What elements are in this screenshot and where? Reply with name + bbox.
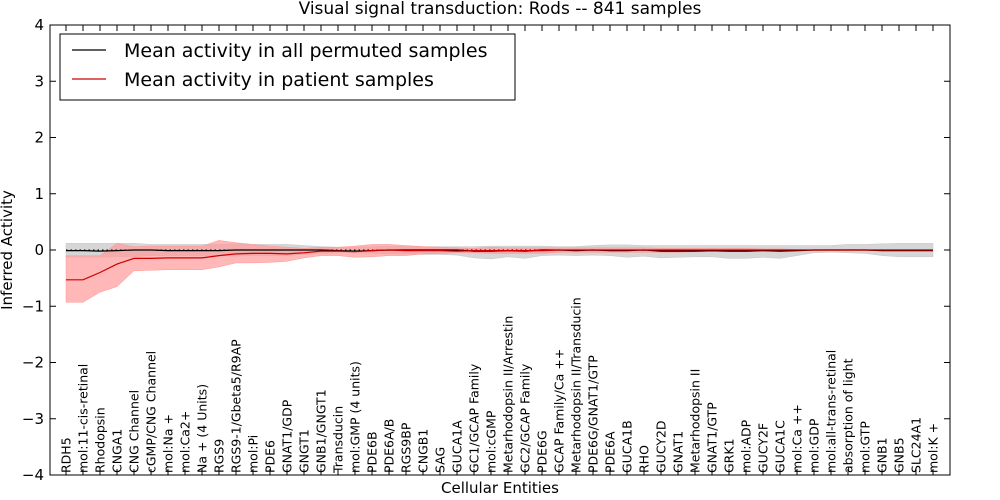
y-tick-label: 1 xyxy=(34,185,44,203)
x-tick-label: mol:K + xyxy=(926,423,941,473)
x-axis-ticks: RDH5 mol:11-cis-retinal Rhodopsin CNGA1 CNG … xyxy=(59,25,941,475)
x-tick-label: Transducin xyxy=(331,406,346,474)
x-tick-label: PDE6A/B xyxy=(382,419,397,473)
x-tick-label: Na + (4 Units) xyxy=(195,384,210,473)
x-tick-label: GNGT1 xyxy=(297,429,312,473)
x-tick-label: Metarhodopsin II xyxy=(688,369,703,473)
x-tick-label: SLC24A1 xyxy=(909,417,924,473)
x-tick-label: Metarhodopsin II/Arrestin xyxy=(501,316,516,473)
x-tick-label: mol:cGMP xyxy=(484,410,499,473)
x-tick-label: RHO xyxy=(637,445,652,473)
x-tick-label: mol:GTP xyxy=(858,421,873,473)
y-tick-label: 4 xyxy=(34,16,44,34)
y-tick-label: −1 xyxy=(22,297,44,315)
x-tick-label: CNGB1 xyxy=(416,429,431,473)
x-tick-label: GUCY2F xyxy=(756,423,771,473)
x-axis-label: Cellular Entities xyxy=(441,479,559,497)
x-tick-label: GNAT1/GDP xyxy=(280,399,295,473)
x-tick-label: GUCA1A xyxy=(450,420,465,473)
y-tick-label: 2 xyxy=(34,129,44,147)
x-tick-label: mol:GMP (4 units) xyxy=(348,361,363,473)
x-tick-label: mol:Pi xyxy=(246,435,261,473)
chart-title: Visual signal transduction: Rods -- 841 … xyxy=(299,0,702,19)
x-tick-label: GUCA1B xyxy=(620,420,635,473)
y-tick-label: −3 xyxy=(22,410,44,428)
x-tick-label: cGMP/CNG Channel xyxy=(144,351,159,473)
x-tick-label: mol:all-trans-retinal xyxy=(824,350,839,473)
x-tick-label: GNB1/GNGT1 xyxy=(314,389,329,473)
x-tick-label: mol:GDP xyxy=(807,418,822,473)
x-tick-label: CNG Channel xyxy=(127,390,142,473)
x-tick-label: PDE6 xyxy=(263,440,278,473)
legend-label-permuted: Mean activity in all permuted samples xyxy=(124,40,487,62)
x-tick-label: RGS9 xyxy=(212,439,227,473)
x-tick-label: GUCY2D xyxy=(654,420,669,473)
x-tick-label: mol:Na + xyxy=(161,414,176,473)
x-tick-label: PDE6B xyxy=(365,431,380,473)
line-patient-mean xyxy=(66,249,933,281)
y-tick-label: −2 xyxy=(22,354,44,372)
x-tick-label: SAG xyxy=(433,447,448,473)
y-axis-label: Inferred Activity xyxy=(0,190,16,310)
x-tick-label: GNAT1/GTP xyxy=(705,402,720,473)
x-tick-label: RGS9BP xyxy=(399,422,414,473)
x-tick-label: GC1/GCAP Family xyxy=(467,363,482,473)
x-tick-label: RDH5 xyxy=(59,437,74,473)
x-tick-label: CNGA1 xyxy=(110,429,125,473)
legend-label-patient: Mean activity in patient samples xyxy=(124,69,434,91)
x-tick-label: GCAP Family/Ca ++ xyxy=(552,349,567,473)
y-axis-ticks: −4 −3 −2 −1 0 1 2 3 4 xyxy=(22,16,950,484)
x-tick-label: GUCA1C xyxy=(773,420,788,473)
x-tick-label: GC2/GCAP Family xyxy=(518,363,533,473)
legend-box xyxy=(59,33,516,101)
x-tick-label: Rhodopsin xyxy=(93,407,108,473)
x-tick-label: Metarhodopsin II/Transducin xyxy=(569,297,584,473)
y-tick-label: 3 xyxy=(34,72,44,90)
x-tick-label: RGS9-1/Gbeta5/R9AP xyxy=(229,339,244,473)
series-lines xyxy=(66,249,933,281)
y-tick-label: −4 xyxy=(22,466,44,484)
x-tick-label: absorption of light xyxy=(841,358,856,473)
x-tick-label: GNAT1 xyxy=(671,431,686,473)
legend: Mean activity in all permuted samples Me… xyxy=(59,33,516,101)
x-tick-label: GRK1 xyxy=(722,438,737,473)
y-tick-label: 0 xyxy=(34,241,44,259)
x-tick-label: GNB1 xyxy=(875,437,890,473)
x-tick-label: mol:Ca ++ xyxy=(790,404,805,473)
x-tick-label: PDE6A xyxy=(603,431,618,473)
x-tick-label: mol:ADP xyxy=(739,419,754,473)
x-tick-label: PDE6G xyxy=(535,430,550,473)
x-tick-label: mol:Ca2+ xyxy=(178,411,193,473)
x-tick-label: GNB5 xyxy=(892,437,907,473)
x-tick-label: mol:11-cis-retinal xyxy=(76,364,91,473)
x-tick-label: PDE6G/GNAT1/GTP xyxy=(586,355,601,473)
